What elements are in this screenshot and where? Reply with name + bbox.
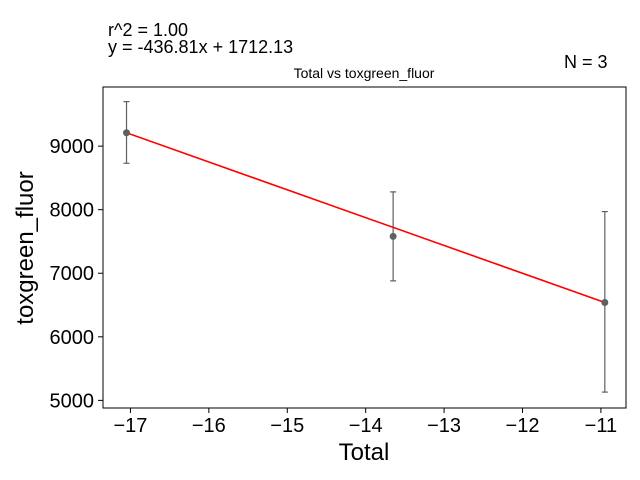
x-tick-label: −14 bbox=[349, 415, 383, 437]
x-tick-label: −17 bbox=[113, 415, 147, 437]
data-point bbox=[123, 129, 131, 137]
chart-title: Total vs toxgreen_fluor bbox=[294, 65, 435, 81]
x-tick-label: −13 bbox=[427, 415, 461, 437]
plot-area bbox=[102, 86, 627, 409]
y-tick-label: 9000 bbox=[50, 136, 95, 158]
regression-line bbox=[126, 132, 606, 304]
error-bars bbox=[123, 101, 608, 393]
sample-count-annotation: N = 3 bbox=[564, 52, 608, 72]
regression-equation-annotation: y = -436.81x + 1712.13 bbox=[108, 37, 294, 57]
data-points bbox=[123, 129, 609, 306]
y-tick-label: 8000 bbox=[50, 200, 95, 222]
data-point bbox=[389, 232, 397, 240]
y-tick-label: 6000 bbox=[50, 327, 95, 349]
y-axis-label: toxgreen_fluor bbox=[12, 171, 39, 324]
r-squared-annotation: r^2 = 1.00 bbox=[108, 20, 188, 40]
data-point bbox=[601, 298, 609, 306]
x-tick-label: −11 bbox=[585, 415, 617, 437]
x-tick-label: −16 bbox=[192, 415, 226, 437]
x-tick-label: −12 bbox=[506, 415, 540, 437]
y-axis: 5000 6000 7000 8000 9000 bbox=[50, 136, 103, 412]
x-tick-label: −15 bbox=[270, 415, 304, 437]
regression-line-group bbox=[126, 132, 606, 304]
x-axis: −17 −16 −15 −14 −13 −12 −11 bbox=[113, 408, 617, 437]
x-axis-label: Total bbox=[339, 439, 390, 466]
y-tick-label: 5000 bbox=[50, 390, 95, 412]
y-tick-label: 7000 bbox=[50, 263, 95, 285]
